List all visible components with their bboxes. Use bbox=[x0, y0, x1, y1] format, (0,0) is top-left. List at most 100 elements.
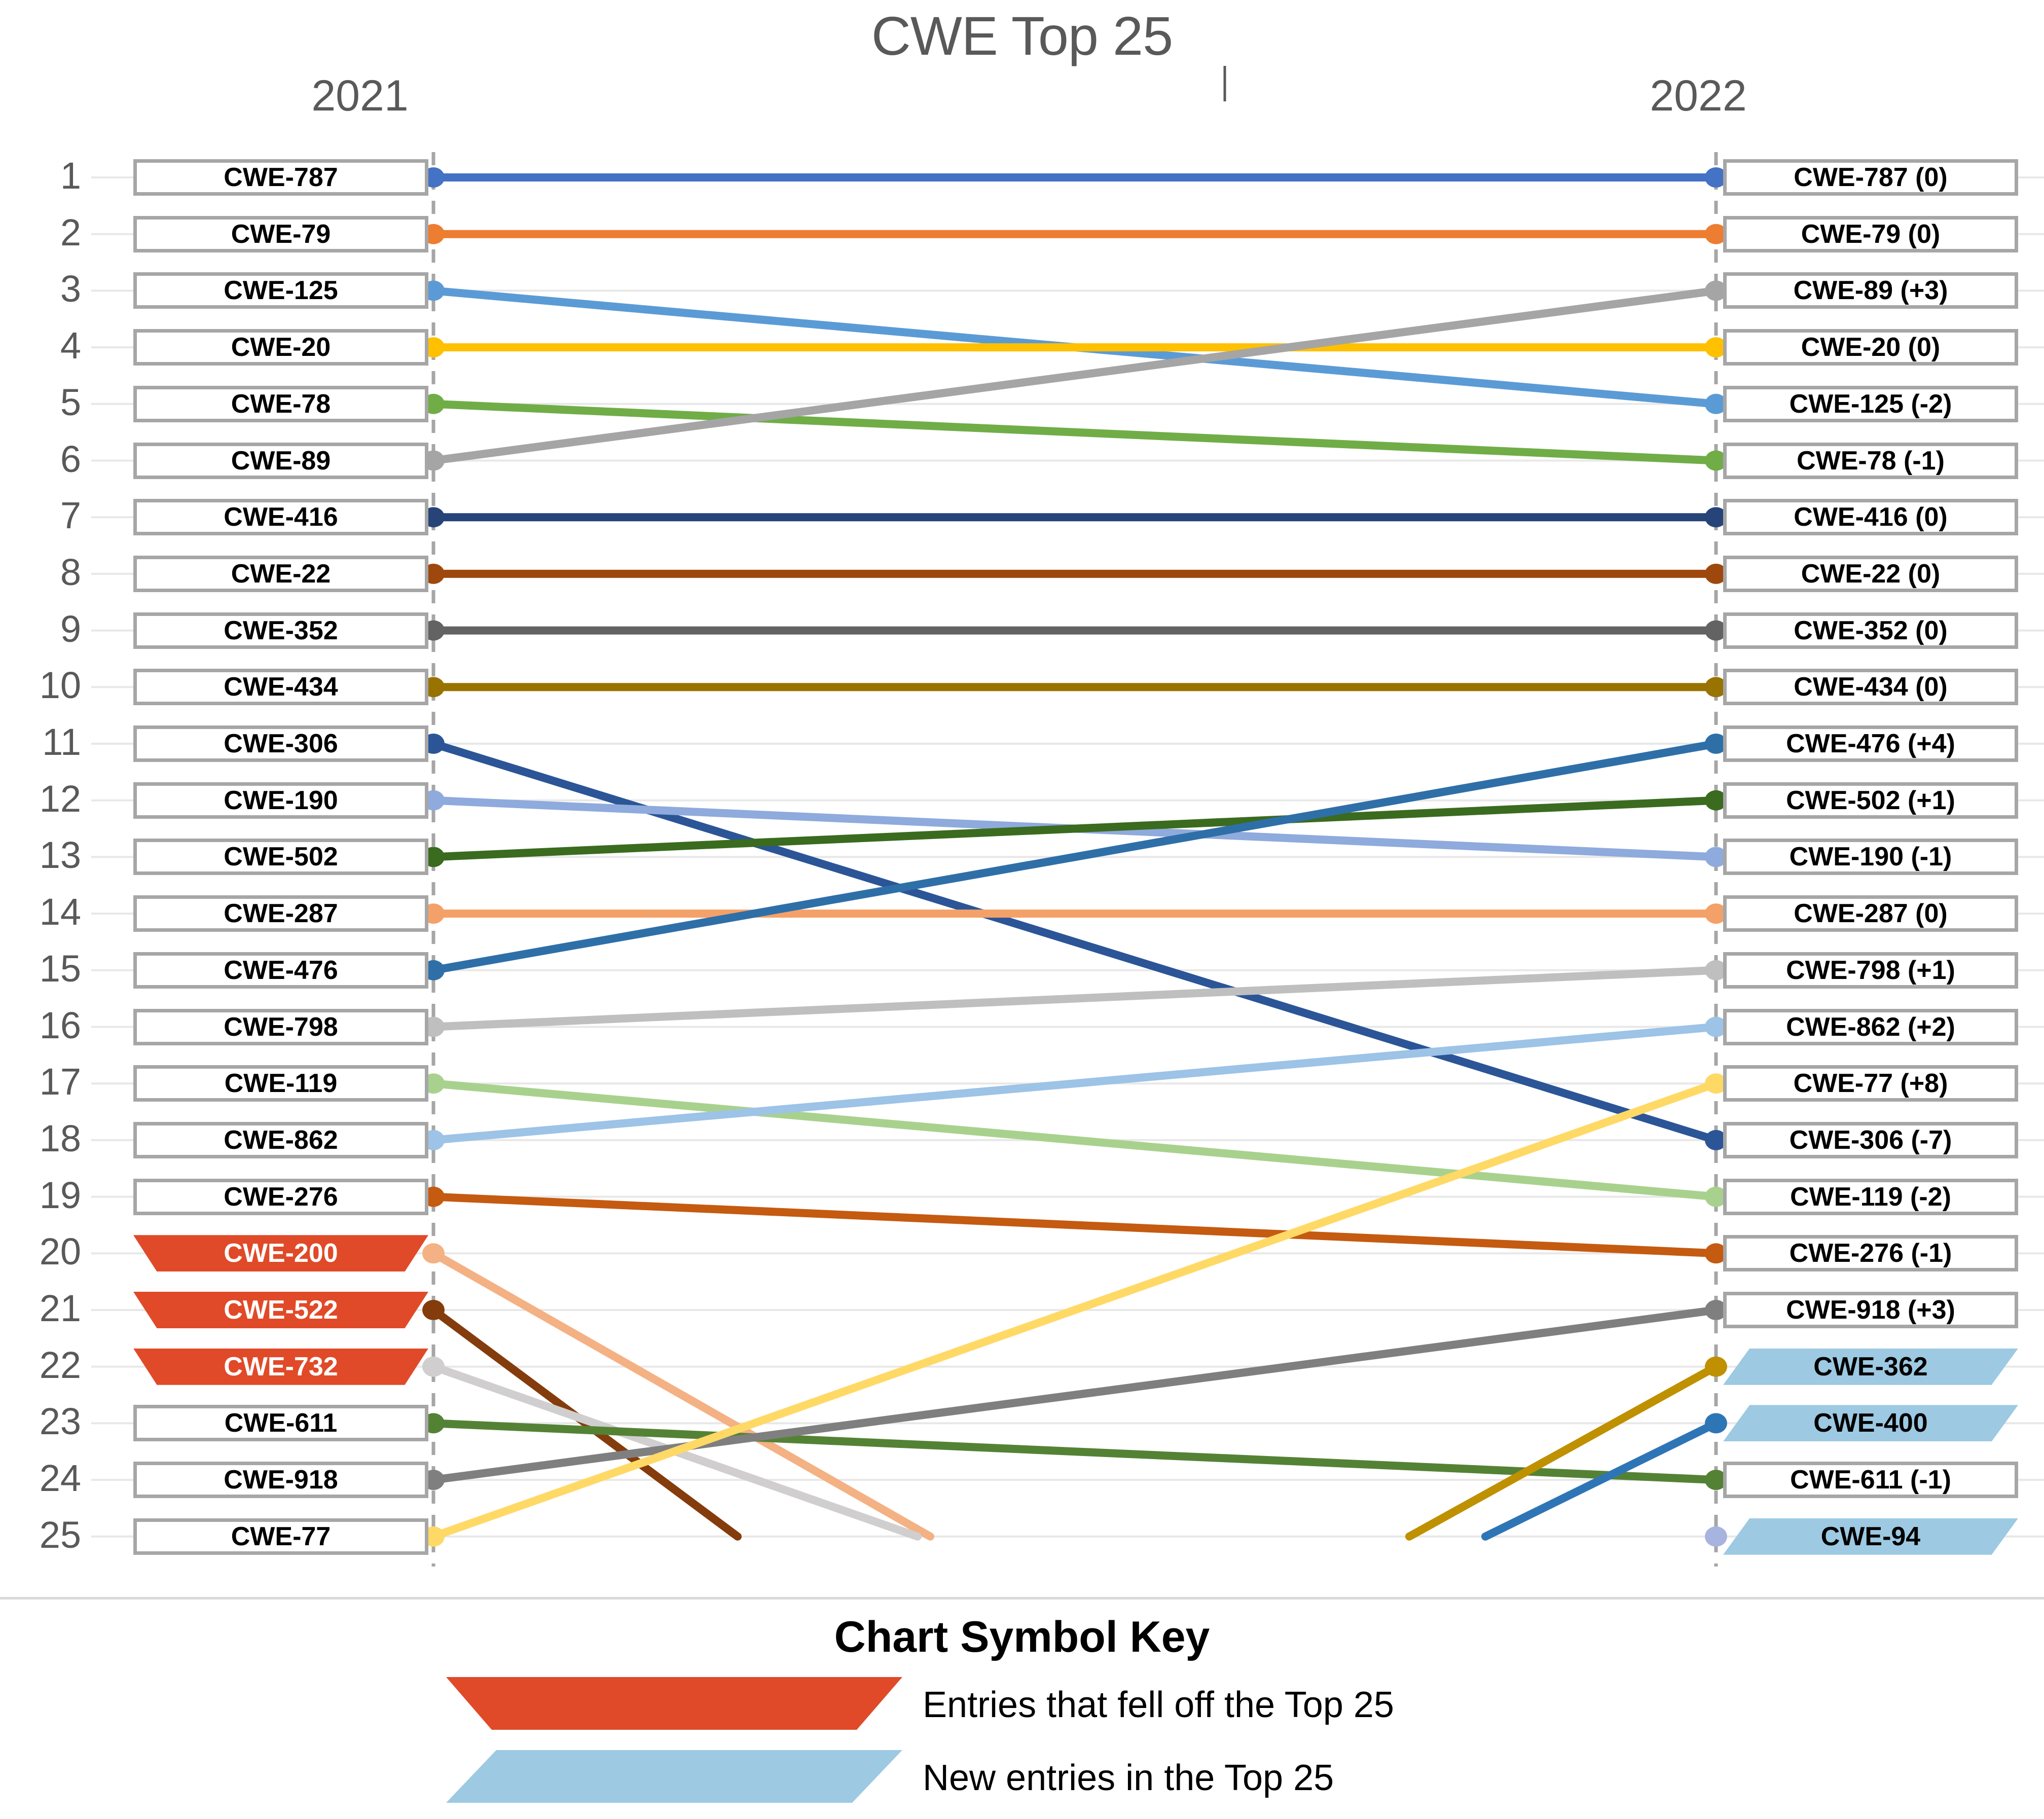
node-label: CWE-862 bbox=[224, 1125, 338, 1155]
node-label: CWE-119 (-2) bbox=[1790, 1182, 1951, 1212]
right-node-cwe-502[interactable]: CWE-502 (+1) bbox=[1723, 782, 2018, 819]
node-label: CWE-611 bbox=[224, 1408, 338, 1438]
right-node-cwe-416[interactable]: CWE-416 (0) bbox=[1723, 499, 2018, 536]
left-node-cwe-798[interactable]: CWE-798 bbox=[133, 1008, 428, 1045]
node-label: CWE-362 bbox=[1813, 1352, 1928, 1381]
right-node-cwe-362[interactable]: CWE-362 bbox=[1720, 1344, 2022, 1389]
left-node-cwe-119[interactable]: CWE-119 bbox=[133, 1065, 428, 1102]
node-label: CWE-352 bbox=[224, 615, 338, 645]
node-label: CWE-20 bbox=[231, 333, 331, 362]
node-label: CWE-22 bbox=[231, 559, 331, 589]
right-node-cwe-20[interactable]: CWE-20 (0) bbox=[1723, 329, 2018, 366]
left-node-cwe-306[interactable]: CWE-306 bbox=[133, 725, 428, 762]
left-node-cwe-276[interactable]: CWE-276 bbox=[133, 1178, 428, 1215]
marker-right-CWE-400 bbox=[1705, 1413, 1727, 1434]
rank-label-13: 13 bbox=[39, 834, 81, 877]
rank-label-9: 9 bbox=[60, 607, 81, 650]
node-label: CWE-22 (0) bbox=[1801, 559, 1941, 589]
node-label: CWE-416 bbox=[224, 502, 338, 532]
left-node-cwe-79[interactable]: CWE-79 bbox=[133, 215, 428, 252]
slope-line-CWE-89 bbox=[429, 286, 1720, 465]
node-label: CWE-434 bbox=[224, 672, 338, 702]
left-node-cwe-476[interactable]: CWE-476 bbox=[133, 952, 428, 989]
right-node-cwe-22[interactable]: CWE-22 (0) bbox=[1723, 555, 2018, 592]
right-node-cwe-798[interactable]: CWE-798 (+1) bbox=[1723, 952, 2018, 989]
left-node-cwe-502[interactable]: CWE-502 bbox=[133, 839, 428, 876]
node-label: CWE-476 (+4) bbox=[1786, 729, 1955, 758]
left-node-cwe-22[interactable]: CWE-22 bbox=[133, 555, 428, 592]
left-node-cwe-352[interactable]: CWE-352 bbox=[133, 612, 428, 649]
node-label: CWE-787 (0) bbox=[1794, 163, 1948, 192]
node-label: CWE-306 (-7) bbox=[1789, 1125, 1952, 1155]
left-node-cwe-78[interactable]: CWE-78 bbox=[133, 385, 428, 422]
right-node-cwe-400[interactable]: CWE-400 bbox=[1720, 1401, 2022, 1445]
right-node-cwe-79[interactable]: CWE-79 (0) bbox=[1723, 215, 2018, 252]
rank-label-10: 10 bbox=[39, 664, 81, 707]
legend-label-fell-off: Entries that fell off the Top 25 bbox=[923, 1685, 1394, 1725]
left-node-cwe-20[interactable]: CWE-20 bbox=[133, 329, 428, 366]
left-node-cwe-611[interactable]: CWE-611 bbox=[133, 1405, 428, 1442]
year-header-left: 2021 bbox=[311, 71, 409, 120]
legend-swatch-new-entry bbox=[442, 1746, 906, 1807]
left-node-cwe-190[interactable]: CWE-190 bbox=[133, 782, 428, 819]
left-node-cwe-77[interactable]: CWE-77 bbox=[133, 1518, 428, 1555]
left-node-cwe-862[interactable]: CWE-862 bbox=[133, 1121, 428, 1158]
section-divider bbox=[0, 1598, 2044, 1599]
right-node-cwe-287[interactable]: CWE-287 (0) bbox=[1723, 895, 2018, 932]
left-node-cwe-787[interactable]: CWE-787 bbox=[133, 159, 428, 196]
node-label: CWE-125 bbox=[224, 276, 338, 306]
right-node-cwe-862[interactable]: CWE-862 (+2) bbox=[1723, 1008, 2018, 1045]
slope-line-CWE-362 bbox=[1405, 1362, 1720, 1541]
right-node-cwe-611[interactable]: CWE-611 (-1) bbox=[1723, 1462, 2018, 1499]
rank-label-15: 15 bbox=[39, 947, 81, 990]
left-node-cwe-732[interactable]: CWE-732 bbox=[130, 1344, 432, 1389]
slope-line-CWE-611 bbox=[429, 1419, 1720, 1484]
right-node-cwe-125[interactable]: CWE-125 (-2) bbox=[1723, 385, 2018, 422]
right-node-cwe-77[interactable]: CWE-77 (+8) bbox=[1723, 1065, 2018, 1102]
right-node-cwe-94[interactable]: CWE-94 bbox=[1720, 1514, 2022, 1558]
right-node-cwe-276[interactable]: CWE-276 (-1) bbox=[1723, 1235, 2018, 1272]
node-label: CWE-78 bbox=[231, 389, 331, 419]
node-label: CWE-77 bbox=[231, 1521, 331, 1551]
node-label: CWE-434 (0) bbox=[1794, 672, 1948, 702]
left-node-cwe-416[interactable]: CWE-416 bbox=[133, 499, 428, 536]
marker-right-CWE-502 bbox=[1705, 790, 1727, 811]
right-node-cwe-306[interactable]: CWE-306 (-7) bbox=[1723, 1121, 2018, 1158]
right-node-cwe-918[interactable]: CWE-918 (+3) bbox=[1723, 1292, 2018, 1328]
slope-line-CWE-862 bbox=[429, 1023, 1720, 1144]
left-node-cwe-89[interactable]: CWE-89 bbox=[133, 442, 428, 479]
rank-label-12: 12 bbox=[39, 777, 81, 820]
slope-line-CWE-119 bbox=[429, 1079, 1720, 1201]
marker-left-CWE-522 bbox=[422, 1300, 445, 1320]
year-header-right: 2022 bbox=[1650, 71, 1747, 120]
right-node-cwe-434[interactable]: CWE-434 (0) bbox=[1723, 669, 2018, 706]
right-node-cwe-119[interactable]: CWE-119 (-2) bbox=[1723, 1178, 2018, 1215]
node-label: CWE-89 (+3) bbox=[1793, 276, 1948, 306]
left-node-cwe-125[interactable]: CWE-125 bbox=[133, 272, 428, 309]
left-node-cwe-200[interactable]: CWE-200 bbox=[130, 1231, 432, 1276]
left-node-cwe-287[interactable]: CWE-287 bbox=[133, 895, 428, 932]
left-node-cwe-918[interactable]: CWE-918 bbox=[133, 1462, 428, 1499]
left-node-cwe-434[interactable]: CWE-434 bbox=[133, 669, 428, 706]
right-node-cwe-476[interactable]: CWE-476 (+4) bbox=[1723, 725, 2018, 762]
key-heading: Chart Symbol Key bbox=[834, 1613, 1210, 1661]
marker-right-CWE-22 bbox=[1705, 563, 1727, 584]
left-node-cwe-522[interactable]: CWE-522 bbox=[130, 1288, 432, 1332]
rank-label-18: 18 bbox=[39, 1117, 81, 1159]
right-node-cwe-787[interactable]: CWE-787 (0) bbox=[1723, 159, 2018, 196]
marker-right-CWE-798 bbox=[1705, 960, 1727, 980]
rank-label-3: 3 bbox=[60, 268, 81, 310]
node-label: CWE-190 bbox=[224, 785, 338, 815]
marker-right-CWE-362 bbox=[1705, 1356, 1727, 1377]
marker-right-CWE-611 bbox=[1705, 1470, 1727, 1490]
right-node-cwe-89[interactable]: CWE-89 (+3) bbox=[1723, 272, 2018, 309]
right-node-cwe-78[interactable]: CWE-78 (-1) bbox=[1723, 442, 2018, 479]
right-node-cwe-352[interactable]: CWE-352 (0) bbox=[1723, 612, 2018, 649]
right-node-cwe-190[interactable]: CWE-190 (-1) bbox=[1723, 839, 2018, 876]
rank-label-5: 5 bbox=[60, 381, 81, 423]
node-label: CWE-400 bbox=[1813, 1408, 1928, 1438]
node-label: CWE-276 (-1) bbox=[1789, 1239, 1952, 1268]
chart-symbol-key: Chart Symbol Key Entries that fell off t… bbox=[0, 1612, 2044, 1819]
node-label: CWE-611 (-1) bbox=[1790, 1465, 1951, 1495]
